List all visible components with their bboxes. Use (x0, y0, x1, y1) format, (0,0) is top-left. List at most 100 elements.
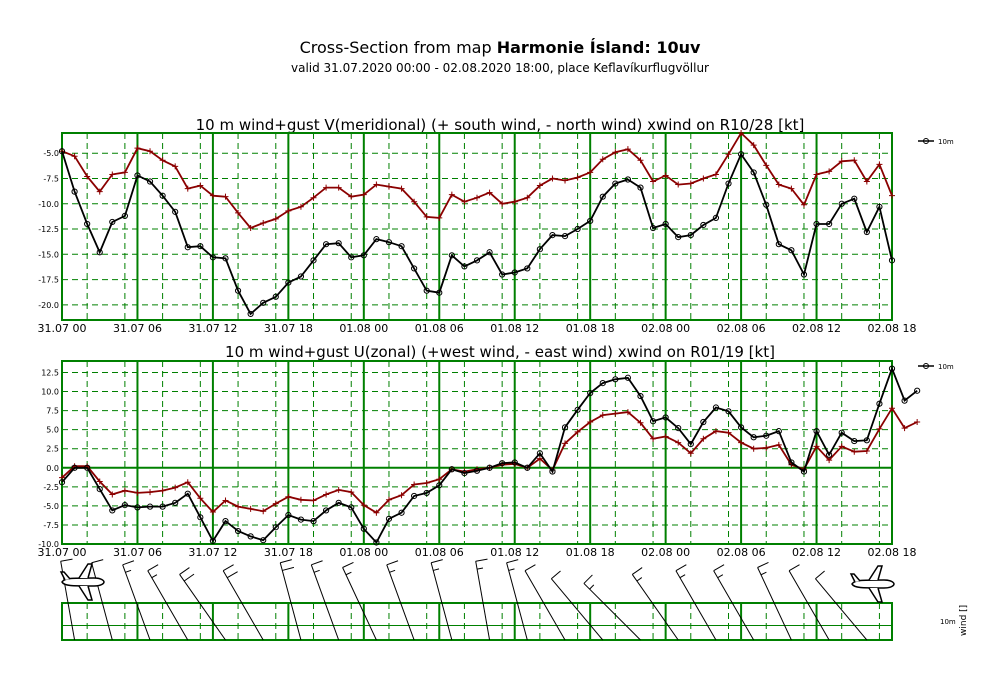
wind-data-point (700, 418, 707, 426)
wind-data-point (109, 507, 116, 514)
y-tick-label: 2.5 (46, 445, 59, 454)
wind-data-point (486, 249, 493, 256)
wind-data-point (335, 499, 342, 506)
gust-data-point (599, 156, 606, 163)
wind-barb (675, 564, 717, 641)
gust-data-point (826, 457, 833, 464)
gust-data-point (172, 484, 179, 491)
barb-feather (589, 584, 595, 590)
wind-data-point (159, 192, 166, 199)
wind-data-point (109, 218, 116, 226)
wind-data-point (272, 293, 279, 300)
y-tick-label: -10.0 (38, 540, 59, 549)
barb-feather (386, 560, 399, 566)
gust-data-point (763, 162, 770, 169)
gust-data-point (662, 433, 669, 440)
barb-feather (147, 564, 159, 572)
wind-data-point (649, 418, 657, 425)
panel-zonal: 10 m wind+gust U(zonal) (+west wind, - e… (38, 343, 954, 559)
gust-data-point (725, 151, 732, 158)
wind-data-point (134, 172, 141, 179)
gust-data-point (763, 444, 770, 451)
wind-barb (122, 560, 151, 641)
wind-data-point (712, 404, 720, 411)
gust-data-point (184, 479, 191, 486)
x-tick-label: 01.08 12 (490, 546, 539, 559)
wind-data-point (662, 220, 669, 228)
gust-data-point (109, 171, 116, 178)
gust-data-point (800, 201, 807, 208)
wind-data-point (146, 503, 154, 510)
gust-data-point (826, 168, 833, 175)
title-prefix: Cross-Section from map (299, 38, 497, 57)
wind-data-point (398, 509, 405, 516)
y-tick-label: -15.0 (38, 250, 59, 259)
gust-data-point (436, 214, 443, 221)
barb-feather (508, 568, 515, 571)
barb-staff (506, 562, 528, 641)
wind-data-point (838, 429, 845, 436)
wind-data-point (536, 246, 543, 253)
gust-data-point (712, 428, 719, 435)
x-tick-label: 31.07 12 (188, 322, 237, 335)
wind-data-point (297, 516, 305, 523)
wind-data-point (197, 243, 204, 250)
gust-data-point (536, 455, 543, 462)
gust-data-point (587, 169, 594, 176)
wind-data-point (172, 499, 179, 506)
x-tick-label: 02.08 12 (792, 322, 841, 335)
barb-feather (788, 564, 800, 572)
wind-barb (91, 559, 113, 641)
wind-data-point (612, 376, 619, 383)
wind-data-point (373, 539, 380, 546)
gust-data-point (725, 429, 732, 436)
airplane-icon (849, 565, 895, 603)
gust-data-point (876, 425, 883, 432)
chart-title: Cross-Section from map Harmonie Ísland: … (0, 38, 1000, 58)
gust-data-point (474, 194, 480, 201)
gust-data-point (511, 198, 518, 205)
wind-data-point (574, 406, 581, 413)
gust-data-point (863, 178, 870, 185)
gust-data-point (272, 215, 279, 222)
barb-feather (226, 571, 238, 579)
gust-data-point (373, 181, 380, 188)
barb-staff (788, 570, 830, 641)
wind-data-point (800, 271, 808, 278)
wind-data-point (322, 241, 330, 248)
wind-data-point (159, 503, 166, 510)
barb-staff (310, 564, 340, 641)
x-tick-label: 01.08 18 (566, 546, 615, 559)
wind-data-point (461, 263, 468, 270)
gust-data-point (197, 495, 204, 502)
wind-data-point (348, 254, 355, 261)
barb-feather (717, 574, 724, 579)
wind-data-point (826, 451, 833, 458)
wind-data-point (58, 479, 66, 486)
wind-data-point (524, 464, 531, 471)
wind-data-point (637, 392, 644, 400)
wind-data-point (863, 228, 870, 236)
gust-data-point (700, 175, 707, 182)
gust-data-point (738, 130, 745, 136)
wind-data-point (561, 424, 569, 431)
wind-data-point (84, 464, 91, 471)
y-tick-label: -10.0 (38, 200, 59, 209)
barb-axis-label: wind [] (959, 605, 969, 636)
gust-data-point (71, 153, 78, 160)
gust-data-point (813, 171, 820, 178)
barb-staff (631, 574, 679, 641)
wind-data-point (700, 221, 707, 229)
barb-feather (524, 564, 536, 572)
gust-data-point (700, 435, 707, 442)
wind-data-point (750, 169, 757, 176)
wind-data-point (725, 180, 732, 187)
plot-frame (61, 360, 893, 545)
wind-data-point (587, 389, 594, 397)
x-tick-label: 02.08 18 (868, 546, 917, 559)
wind-data-point (71, 464, 78, 471)
wind-data-point (876, 400, 883, 407)
wind-data-point (675, 425, 682, 432)
wind-barb (179, 567, 226, 641)
